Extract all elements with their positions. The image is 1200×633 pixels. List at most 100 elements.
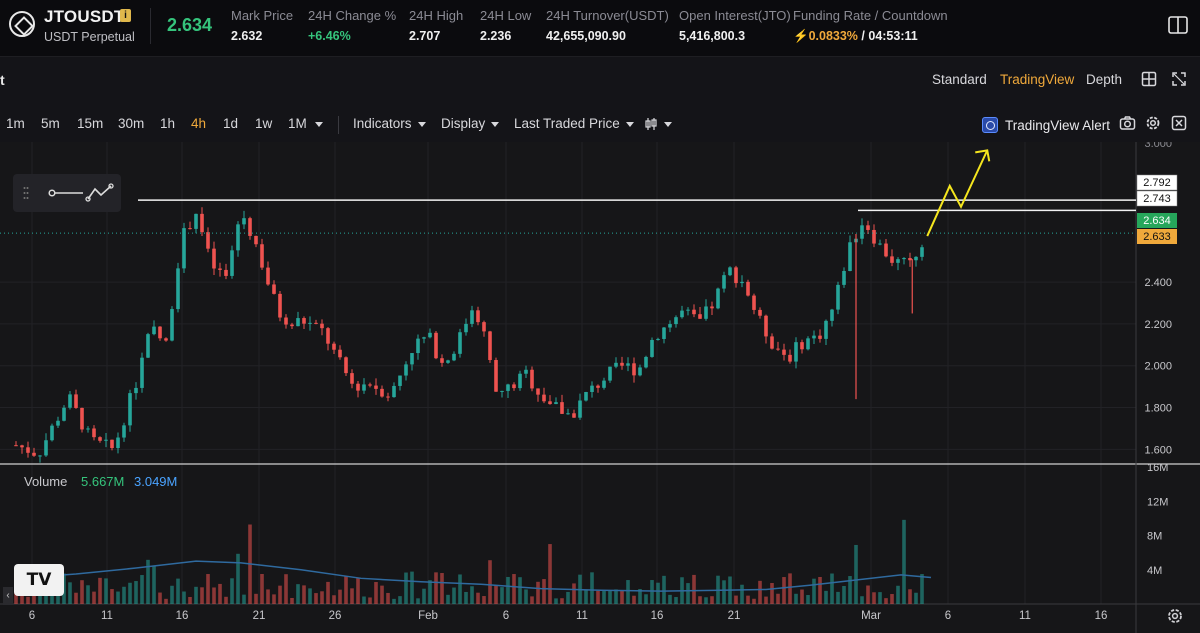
chevron-down-icon xyxy=(491,121,500,127)
fullscreen-icon[interactable] xyxy=(1171,71,1187,87)
volume-bar xyxy=(506,576,510,604)
tradingview-logo[interactable]: TV xyxy=(14,564,64,596)
candle-body xyxy=(86,428,90,430)
indicators-dropdown[interactable]: Indicators xyxy=(353,116,426,131)
x-tick-label: 6 xyxy=(945,610,951,622)
volume-bar xyxy=(302,585,306,604)
volume-bar xyxy=(914,592,918,604)
stat-label: 24H Low xyxy=(480,8,532,23)
volume-bar xyxy=(788,573,792,604)
volume-bar xyxy=(338,589,342,604)
volume-bar xyxy=(440,573,444,604)
stat-24h-turnover: 24H Turnover(USDT) 42,655,090.90 xyxy=(546,8,669,43)
interval-5m[interactable]: 5m xyxy=(41,116,60,131)
candle-body xyxy=(68,394,72,408)
stat-value: 2.632 xyxy=(231,29,263,43)
info-icon[interactable]: i xyxy=(120,9,131,22)
volume-bar xyxy=(80,580,84,604)
time-axis-settings-icon[interactable] xyxy=(1166,607,1184,625)
interval-4h[interactable]: 4h xyxy=(191,116,207,131)
tradingview-alert-button[interactable]: TradingView Alert xyxy=(982,114,1110,136)
volume-bar xyxy=(764,596,768,604)
candle-body xyxy=(542,394,546,402)
volume-bar xyxy=(230,578,234,604)
candle-body xyxy=(638,367,642,376)
funding-rate-value: 0.0833% xyxy=(808,29,858,43)
drag-handle-icon[interactable] xyxy=(23,186,29,200)
candle-body xyxy=(662,327,666,339)
chart-area[interactable]: 6 11 16 21 26 Feb 6 11 16 21 Mar 6 11 16 1.600 1.800 2.0… xyxy=(0,142,1200,633)
tab-depth[interactable]: Depth xyxy=(1086,72,1123,87)
candle-body xyxy=(14,445,18,447)
book-icon[interactable] xyxy=(1168,16,1188,34)
compare-icon[interactable] xyxy=(1171,115,1187,131)
candle-body xyxy=(902,258,906,260)
candle-body xyxy=(518,373,522,389)
interval-more-dropdown[interactable] xyxy=(309,116,323,131)
volume-bar xyxy=(530,596,534,604)
volume-bar xyxy=(362,596,366,604)
volume-bar xyxy=(884,598,888,604)
tradingview-alert-label: TradingView Alert xyxy=(1005,117,1111,133)
candle-body xyxy=(104,439,108,441)
interval-30m[interactable]: 30m xyxy=(118,116,145,131)
interval-15m[interactable]: 15m xyxy=(77,116,104,131)
stat-label: Open Interest(JTO) xyxy=(679,8,791,23)
candlestick-chart[interactable]: 6 11 16 21 26 Feb 6 11 16 21 Mar 6 11 16 1.600 1.800 2.0… xyxy=(0,142,1200,633)
layout-grid-icon[interactable] xyxy=(1141,71,1157,87)
volume-bar xyxy=(236,553,240,604)
interval-1M[interactable]: 1M xyxy=(288,116,307,131)
candle-body xyxy=(314,322,318,324)
stat-mark-price: Mark Price 2.632 xyxy=(231,8,293,43)
volume-bar xyxy=(740,584,744,604)
jito-logo-icon xyxy=(9,11,35,37)
display-dropdown[interactable]: Display xyxy=(441,116,500,131)
candle-body xyxy=(122,425,126,438)
stat-value: 5,416,800.3 xyxy=(679,29,746,43)
stat-value: ⚡0.0833% / 04:53:11 xyxy=(793,29,948,44)
interval-1m[interactable]: 1m xyxy=(6,116,25,131)
volume-bar xyxy=(188,596,192,604)
camera-icon[interactable] xyxy=(1119,115,1136,131)
candle-body xyxy=(488,331,492,361)
volume-tick-label: 8M xyxy=(1147,531,1162,543)
candle-body xyxy=(512,384,516,389)
symbol-name[interactable]: JTOUSDT xyxy=(44,7,125,26)
volume-bar xyxy=(596,590,600,604)
volume-bar xyxy=(608,590,612,604)
candle-body xyxy=(56,420,60,426)
tab-standard[interactable]: Standard xyxy=(932,72,987,87)
chart-type-dropdown[interactable] xyxy=(644,116,672,131)
candle-body xyxy=(350,373,354,384)
volume-bar xyxy=(518,577,522,604)
price-tick-label: 2.200 xyxy=(1144,319,1172,331)
volume-legend: Volume 5.667M 3.049M xyxy=(24,474,177,489)
price-tick-label: 2.400 xyxy=(1144,277,1172,289)
candle-body xyxy=(866,225,870,230)
volume-bar xyxy=(278,585,282,604)
interval-1d[interactable]: 1d xyxy=(223,116,239,131)
candle-body xyxy=(770,336,774,349)
candle-body xyxy=(482,322,486,332)
interval-1w[interactable]: 1w xyxy=(255,116,273,131)
candle-body xyxy=(410,353,414,365)
candle-body xyxy=(620,362,624,366)
path-tool-icon[interactable] xyxy=(85,183,115,203)
horizontal-ray-icon[interactable] xyxy=(47,186,87,200)
volume-bar xyxy=(758,580,762,604)
scroll-left-button[interactable]: ‹ xyxy=(3,587,13,605)
volume-bar xyxy=(560,598,564,604)
volume-bar xyxy=(290,597,294,604)
volume-bar xyxy=(242,594,246,604)
candle-body xyxy=(848,242,852,271)
candle-body xyxy=(374,385,378,389)
interval-1h[interactable]: 1h xyxy=(160,116,176,131)
price-tick-label: 2.000 xyxy=(1144,361,1172,373)
volume-bar xyxy=(314,593,318,604)
volume-bar xyxy=(134,581,138,604)
volume-bar xyxy=(422,588,426,604)
tab-tradingview[interactable]: TradingView xyxy=(1000,72,1075,87)
volume-tick-label: 12M xyxy=(1147,496,1168,508)
price-type-dropdown[interactable]: Last Traded Price xyxy=(514,116,634,131)
gear-icon[interactable] xyxy=(1145,115,1161,131)
